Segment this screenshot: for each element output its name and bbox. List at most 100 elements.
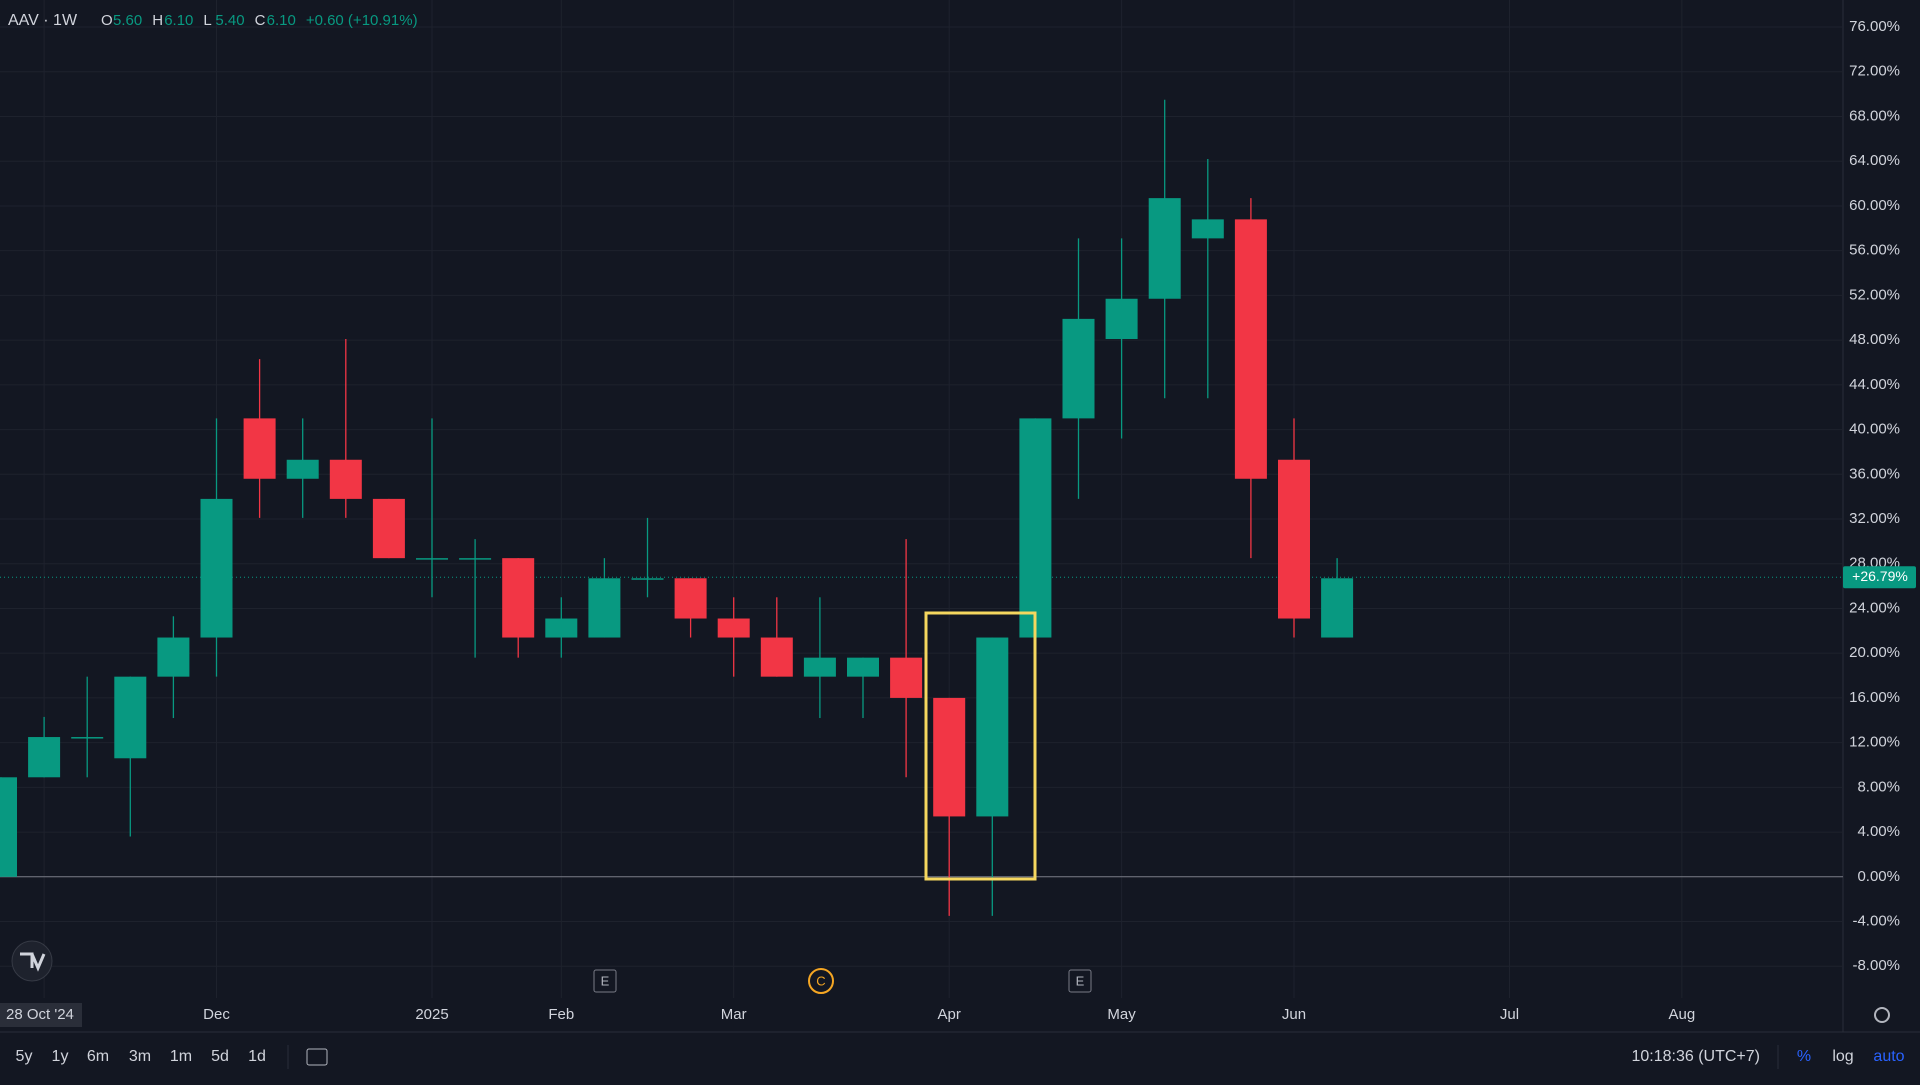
candle-body [28,737,61,778]
ohlc-key: O [101,12,113,29]
range-button[interactable]: 1y [52,1048,69,1065]
ohlc-value: 5.40 [215,12,244,29]
ohlc-key: H [152,12,163,29]
x-tick-label: Dec [203,1006,230,1023]
candle-body [674,578,707,619]
x-tick-label: Apr [938,1006,961,1023]
y-tick-label: 52.00% [1849,286,1900,303]
ohlc-change: +0.60 (+10.91%) [306,12,418,29]
last-price-label: +26.79% [1852,568,1908,584]
x-tick-label: May [1107,1006,1136,1023]
candle-body [1234,219,1267,479]
y-tick-label: -8.00% [1852,957,1900,974]
candle-body [0,777,17,877]
candle-body [459,558,492,560]
candle-body [416,558,448,560]
auto-toggle[interactable]: auto [1873,1048,1904,1065]
y-tick-label: 16.00% [1849,689,1900,706]
candle-body [1191,219,1224,239]
x-tick-label: 28 Oct '24 [6,1006,74,1023]
event-label: E [601,973,610,988]
candle-body [545,618,578,638]
candle-body [803,657,836,677]
event-marker[interactable] [593,969,617,993]
log-toggle[interactable]: log [1832,1048,1853,1065]
ohlc-value: 6.10 [267,12,296,29]
time: 10:18:36 (UTC+7) [1631,1048,1760,1065]
candle-body [1148,198,1181,299]
x-tick-label: Jul [1500,1006,1519,1023]
candle-body [933,697,966,817]
y-tick-label: 36.00% [1849,465,1900,482]
x-tick-label: Mar [721,1006,747,1023]
x-tick-label: Jun [1282,1006,1306,1023]
range-button[interactable]: 1m [170,1048,192,1065]
candle-body [329,459,362,499]
y-tick-label: 60.00% [1849,197,1900,214]
event-label: C [816,973,825,988]
time-label-bg [0,1003,82,1027]
candle-body [200,498,233,638]
y-tick-label: 76.00% [1849,18,1900,35]
candle-body [588,578,621,638]
ohlc-key: C [255,12,266,29]
x-tick-label: Aug [1669,1006,1696,1023]
candle-body [1278,459,1310,619]
ohlc-value: 6.10 [164,12,193,29]
candle-body [760,637,793,677]
y-tick-label: 32.00% [1849,510,1900,527]
range-button[interactable]: 5y [16,1048,33,1065]
percent-toggle[interactable]: % [1797,1048,1811,1065]
symbol[interactable]: AAV · 1W [8,12,78,29]
candle-body [1321,578,1354,638]
candle-body [631,578,664,580]
y-tick-label: 44.00% [1849,376,1900,393]
candle-body [890,657,923,698]
y-tick-label: 0.00% [1857,868,1900,885]
y-tick-label: 20.00% [1849,644,1900,661]
date-range-icon[interactable] [306,1048,328,1066]
y-tick-label: 40.00% [1849,421,1900,438]
candle-body [286,459,319,479]
y-tick-label: 64.00% [1849,152,1900,169]
toolbar: 5y 1y 6m 3m 1m 5d 1d 10:18:36 (UTC+7)% log auto [16,1045,1905,1069]
candle-body [976,637,1009,817]
x-tick-label: Feb [548,1006,574,1023]
settings-icon[interactable] [1874,1007,1890,1023]
last-price-bg [1843,566,1916,589]
candle-body [1019,418,1052,638]
y-tick-label: 72.00% [1849,63,1900,80]
candle-body [372,498,405,559]
y-tick-label: 4.00% [1857,823,1900,840]
y-tick-label: 48.00% [1849,331,1900,348]
y-tick-label: 12.00% [1849,734,1900,751]
y-tick-label: 56.00% [1849,242,1900,259]
y-tick-label: 24.00% [1849,599,1900,616]
range-button[interactable]: 1d [248,1048,266,1065]
event-marker[interactable] [1068,969,1092,993]
candle-body [502,558,535,638]
ohlc-value: 5.60 [113,12,142,29]
y-tick-label: -4.00% [1852,912,1900,929]
candle-body [847,657,879,677]
candle-body [243,418,276,479]
plot-area [0,0,1843,998]
logo-mark [20,952,46,972]
highlight-box [924,611,1037,881]
candle-body [717,618,750,638]
candle-body [1062,318,1095,419]
event-label: E [1076,973,1085,988]
candle-body [157,637,190,677]
ohlc-legend: O 5.60 H 6.10 L 5.40 C 6.10 +0.60 (+10.91%) [101,12,418,29]
candle-body [71,737,104,739]
ohlc-key: L [203,12,211,29]
y-tick-label: 8.00% [1857,778,1900,795]
y-tick-label: 68.00% [1849,107,1900,124]
range-button[interactable]: 6m [87,1048,109,1065]
range-button[interactable]: 3m [129,1048,151,1065]
x-tick-label: 2025 [415,1006,448,1023]
event-marker[interactable] [808,968,834,994]
range-button[interactable]: 5d [211,1048,229,1065]
